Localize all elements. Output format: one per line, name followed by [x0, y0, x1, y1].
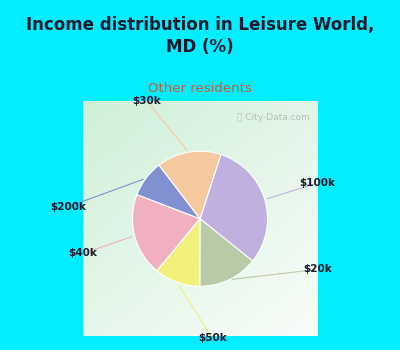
Text: $30k: $30k — [132, 96, 161, 106]
Text: $200k: $200k — [51, 202, 87, 211]
Wedge shape — [132, 195, 200, 271]
Text: $40k: $40k — [68, 248, 97, 258]
Text: $100k: $100k — [299, 178, 335, 188]
Wedge shape — [159, 151, 221, 219]
Wedge shape — [157, 219, 200, 286]
Wedge shape — [200, 219, 253, 286]
Text: ⓘ City-Data.com: ⓘ City-Data.com — [237, 113, 310, 122]
Text: Other residents: Other residents — [148, 82, 252, 95]
Text: $50k: $50k — [198, 333, 226, 343]
Text: Income distribution in Leisure World,
MD (%): Income distribution in Leisure World, MD… — [26, 16, 374, 56]
Text: $20k: $20k — [303, 264, 332, 274]
Wedge shape — [200, 154, 268, 261]
Wedge shape — [137, 165, 200, 219]
